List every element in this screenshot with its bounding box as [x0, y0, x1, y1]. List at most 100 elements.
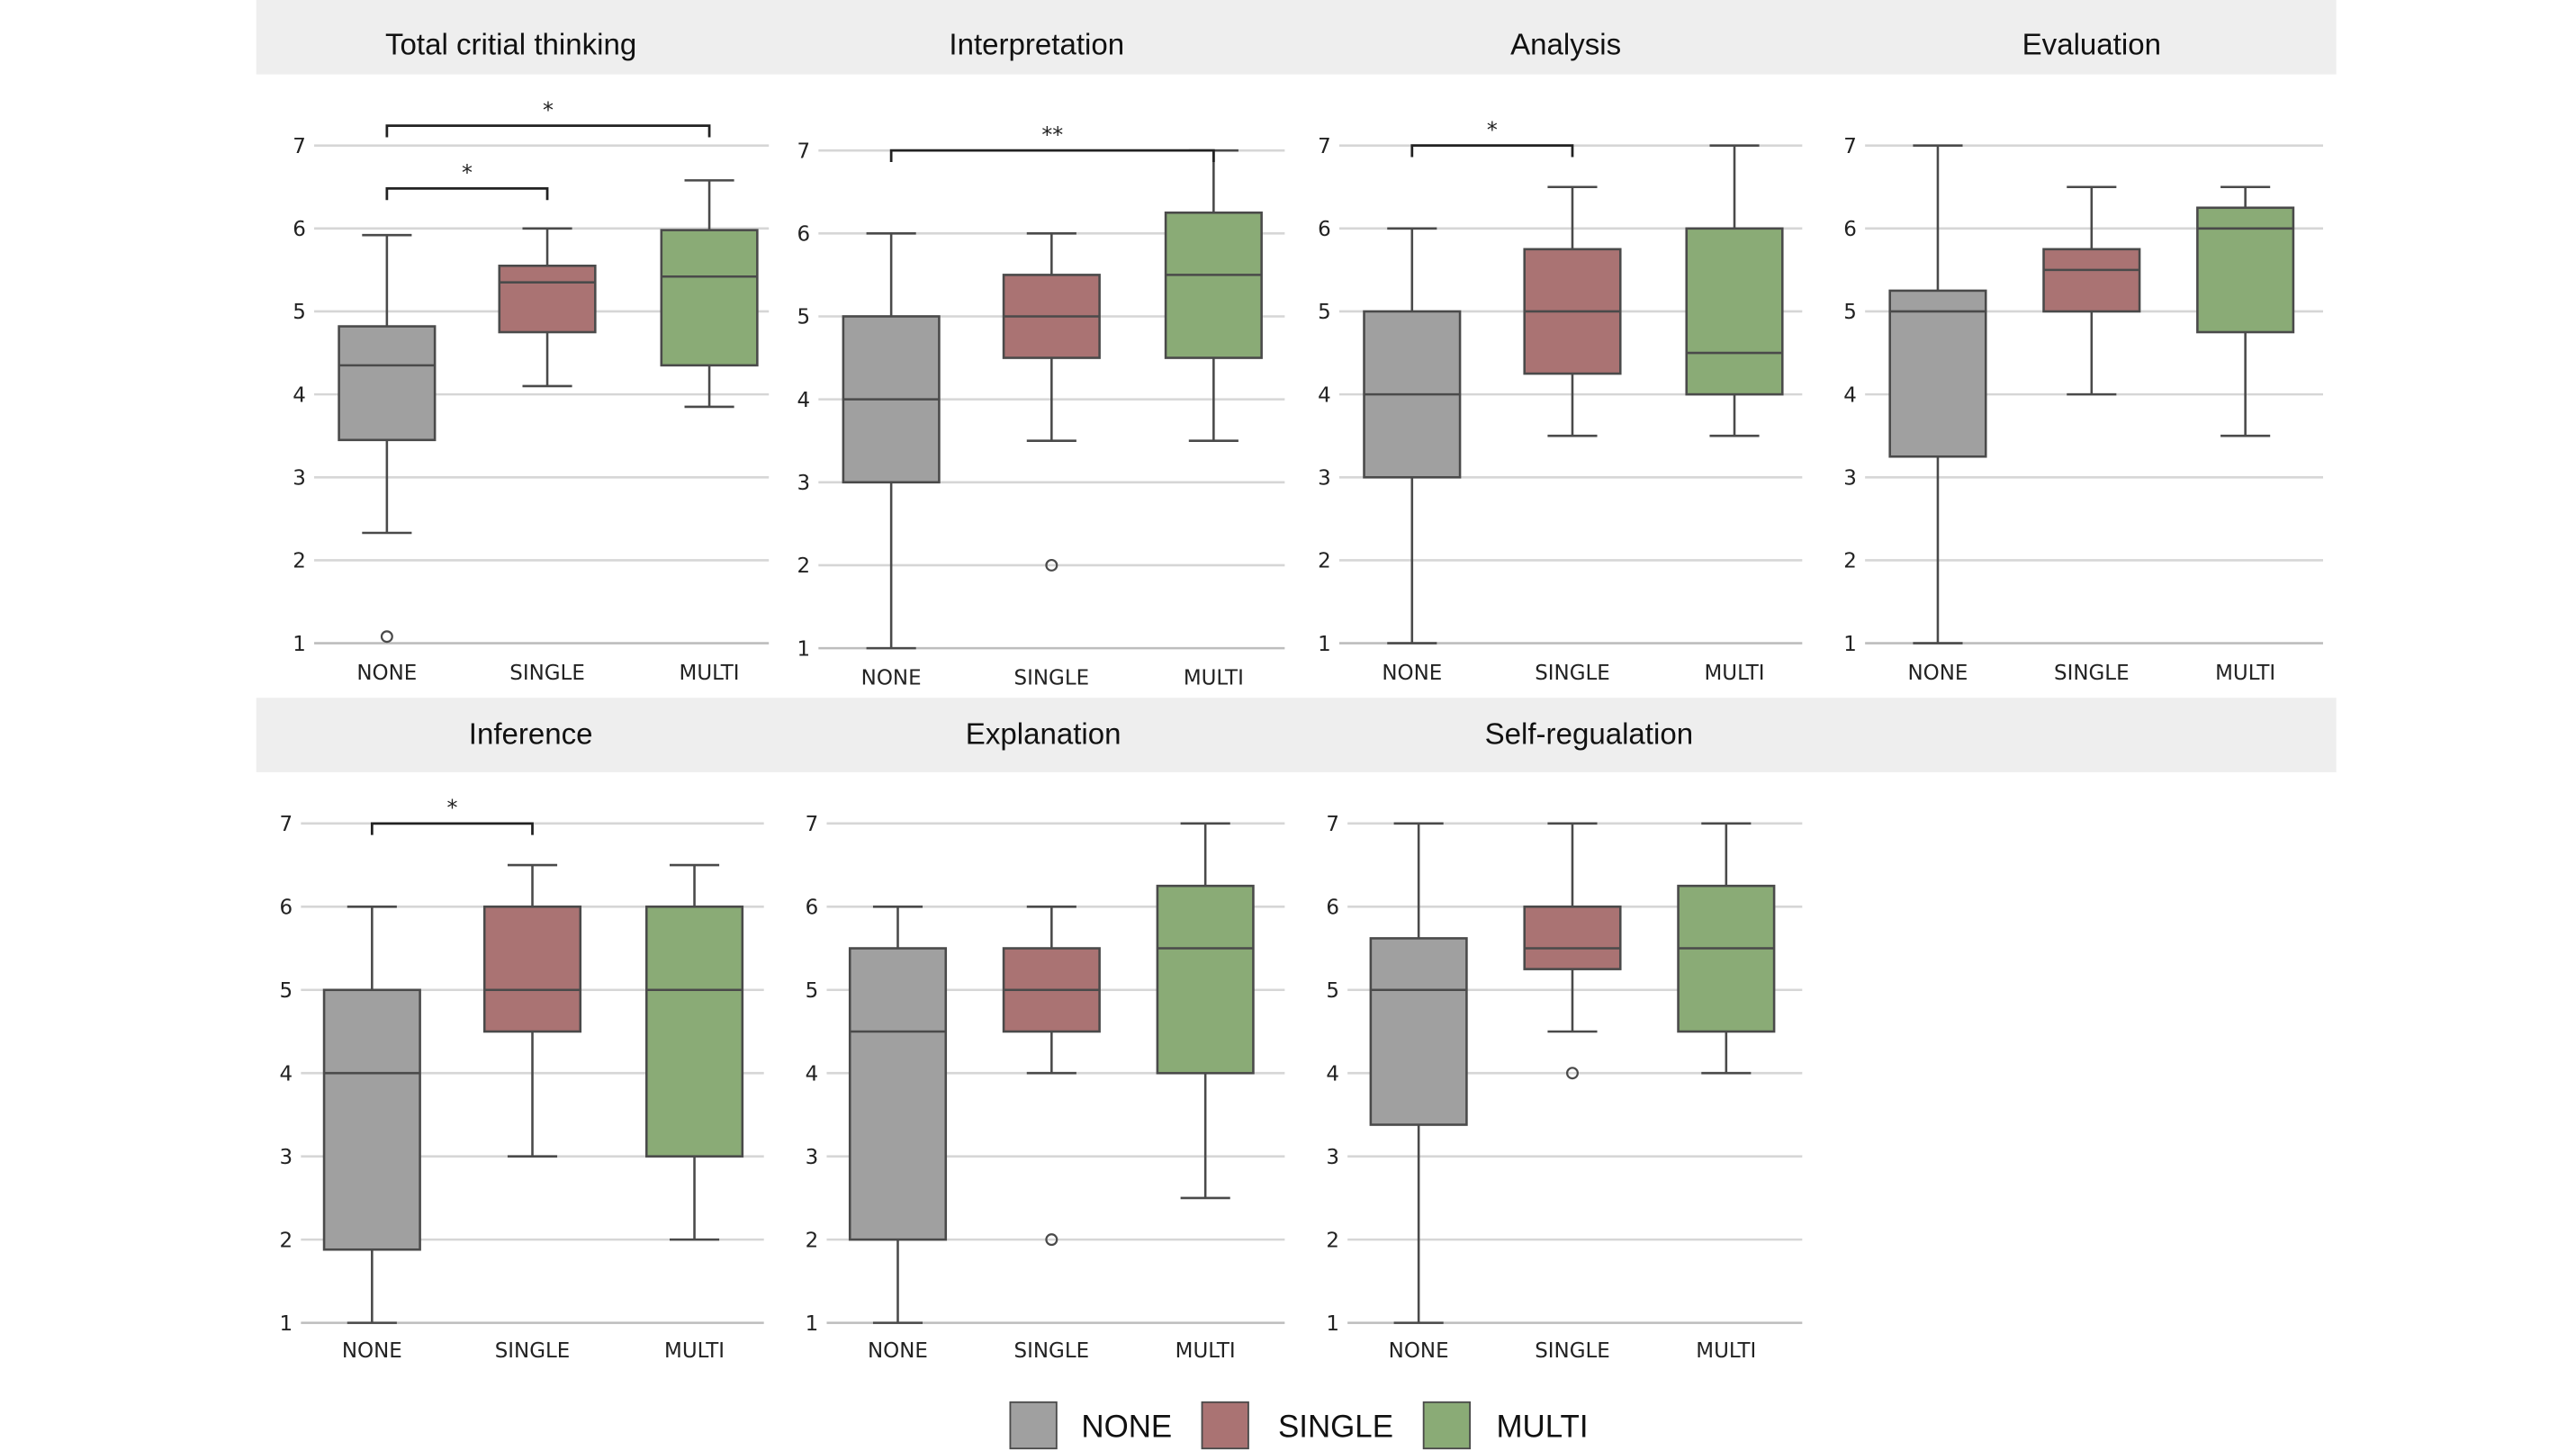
box-none — [848, 906, 948, 1324]
box-none — [842, 232, 941, 650]
y-tick-label: 5 — [1318, 301, 1331, 324]
box-body — [2196, 206, 2295, 334]
box-body — [338, 325, 437, 442]
x-tick-label: NONE — [868, 1339, 928, 1363]
x-tick-label: SINGLE — [1535, 662, 1610, 685]
y-tick-label: 3 — [293, 467, 306, 491]
y-tick-label: 5 — [806, 979, 819, 1003]
y-tick-label: 2 — [279, 1229, 293, 1252]
y-tick-label: 4 — [806, 1062, 819, 1086]
box-multi — [2196, 185, 2295, 437]
box-multi — [1685, 144, 1784, 437]
panel-self-regualation: Self-regualation 1 2 3 4 5 6 7 NONE SINGLE MULTI — [1326, 718, 1803, 1363]
box-single — [2042, 185, 2141, 396]
y-tick-label: 3 — [1843, 467, 1857, 491]
significance-label: * — [462, 160, 473, 185]
panel-title: Explanation — [966, 718, 1121, 752]
bracket-line — [385, 124, 711, 138]
y-tick-label: 6 — [797, 223, 810, 247]
box-single — [498, 227, 597, 388]
panel-total-critial-thinking: Total critial thinking 1 2 3 4 5 6 7 NONE SINGLE M… — [293, 29, 770, 685]
panel-analysis: Analysis 1 2 3 4 5 6 7 NONE SINGLE MULTI * — [1318, 29, 1803, 685]
y-tick-label: 4 — [1318, 383, 1331, 407]
significance-label: ** — [1041, 122, 1063, 148]
box-body — [644, 906, 744, 1158]
bracket-line — [385, 187, 549, 201]
outlier-point — [1045, 1233, 1058, 1247]
significance-label: * — [446, 796, 457, 821]
box-single — [1523, 185, 1622, 437]
y-tick-label: 1 — [1843, 633, 1857, 656]
x-tick-label: MULTI — [680, 662, 740, 685]
y-tick-label: 2 — [1318, 550, 1331, 573]
box-single — [1002, 232, 1101, 572]
y-tick-label: 4 — [279, 1062, 293, 1086]
y-tick-label: 2 — [1326, 1229, 1339, 1252]
y-tick-label: 6 — [293, 218, 306, 241]
legend-swatch — [1009, 1401, 1058, 1450]
y-tick-label: 2 — [797, 554, 810, 578]
significance-bracket: ** — [889, 122, 1215, 163]
box-body — [1523, 906, 1622, 970]
box-multi — [644, 863, 744, 1241]
legend-item-multi: MULTI — [1422, 1401, 1589, 1450]
legend-label: SINGLE — [1278, 1409, 1393, 1444]
panel-title: Evaluation — [2022, 29, 2161, 62]
y-tick-label: 6 — [1843, 218, 1857, 241]
x-tick-label: MULTI — [1175, 1339, 1236, 1363]
significance-bracket: * — [1410, 117, 1574, 158]
y-tick-label: 3 — [797, 472, 810, 495]
y-tick-label: 1 — [1318, 633, 1331, 656]
x-tick-label: MULTI — [664, 1339, 725, 1363]
x-tick-label: NONE — [356, 662, 417, 685]
x-tick-label: NONE — [342, 1339, 402, 1363]
box-single — [482, 863, 582, 1158]
significance-label: * — [1487, 117, 1498, 142]
y-tick-label: 1 — [293, 633, 306, 656]
outlier-point — [1566, 1067, 1579, 1080]
y-tick-label: 1 — [806, 1312, 819, 1336]
box-single — [1002, 906, 1101, 1247]
box-multi — [1156, 822, 1255, 1200]
box-body — [1369, 937, 1468, 1126]
legend-swatch — [1201, 1401, 1249, 1450]
significance-bracket: * — [370, 796, 534, 835]
y-tick-label: 1 — [1326, 1312, 1339, 1336]
x-tick-label: SINGLE — [509, 662, 585, 685]
panel-title: Analysis — [1510, 29, 1621, 62]
x-tick-label: NONE — [1382, 662, 1442, 685]
box-body — [848, 947, 948, 1241]
y-tick-label: 5 — [797, 306, 810, 329]
y-tick-label: 1 — [279, 1312, 293, 1336]
x-tick-label: NONE — [1389, 1339, 1449, 1363]
y-tick-label: 7 — [1843, 135, 1857, 158]
y-tick-label: 5 — [293, 301, 306, 324]
x-tick-label: NONE — [1908, 662, 1968, 685]
bracket-line — [1410, 144, 1574, 158]
strip-band-row-2 — [256, 698, 2337, 772]
box-multi — [1677, 822, 1776, 1075]
y-tick-label: 7 — [1326, 813, 1339, 836]
x-tick-label: NONE — [861, 667, 922, 690]
box-body — [498, 264, 597, 334]
y-tick-label: 7 — [1318, 135, 1331, 158]
x-tick-label: MULTI — [1184, 667, 1244, 690]
box-body — [322, 988, 421, 1251]
box-body — [1156, 884, 1255, 1075]
box-body — [1677, 884, 1776, 1033]
significance-label: * — [543, 97, 554, 122]
box-body — [1164, 211, 1263, 359]
y-tick-label: 3 — [1326, 1146, 1339, 1169]
x-tick-label: SINGLE — [1535, 1339, 1610, 1363]
panel-title: Interpretation — [949, 29, 1124, 62]
x-tick-label: MULTI — [2215, 662, 2275, 685]
box-multi — [660, 179, 759, 409]
y-tick-label: 7 — [279, 813, 293, 836]
y-tick-label: 6 — [806, 897, 819, 920]
x-tick-label: SINGLE — [2054, 662, 2130, 685]
x-tick-label: SINGLE — [495, 1339, 571, 1363]
box-none — [322, 906, 421, 1324]
bracket-line — [370, 822, 534, 835]
legend-item-single: SINGLE — [1201, 1401, 1393, 1450]
